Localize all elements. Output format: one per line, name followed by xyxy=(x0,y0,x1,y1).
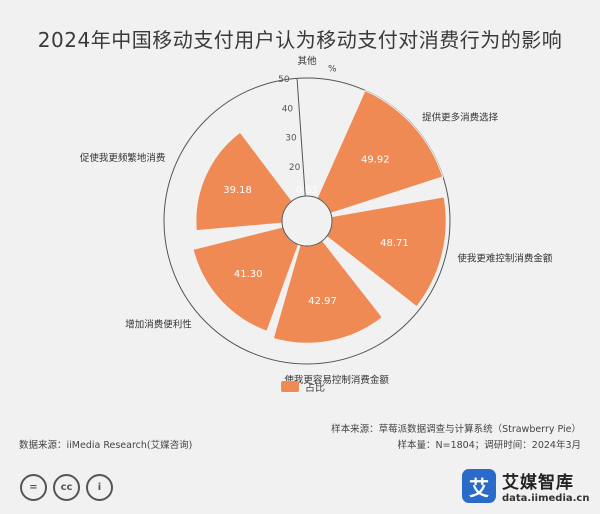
radial-axis xyxy=(296,78,306,197)
outer-ring xyxy=(163,77,451,365)
legend-swatch xyxy=(281,381,299,392)
tick-label: 20 xyxy=(289,163,301,173)
legend[interactable]: 占比 xyxy=(281,379,325,394)
data-label: 42.97 xyxy=(308,296,337,307)
category-label: 使我更难控制消费金额 xyxy=(457,252,553,264)
attribution-icon: i xyxy=(86,474,113,501)
data-label: 48.71 xyxy=(380,238,409,249)
tick-label: 40 xyxy=(282,104,294,114)
tick-label: 30 xyxy=(285,134,297,144)
category-label: 使我更容易控制消费金额 xyxy=(284,374,389,386)
legend-label: 占比 xyxy=(305,383,325,394)
unit-label: % xyxy=(328,64,337,74)
data-label: 0.61 xyxy=(296,185,318,196)
logo-name: 艾媒智库 xyxy=(502,473,574,493)
chart-title: 2024年中国移动支付用户认为移动支付对消费行为的影响 xyxy=(37,28,563,52)
bar-6 xyxy=(195,131,293,232)
data-label: 49.92 xyxy=(361,155,390,166)
tick-label: 50 xyxy=(278,75,290,85)
sample-size: 样本量：N=1804；调研时间：2024年3月 xyxy=(397,440,581,451)
logo-mark: 艾 xyxy=(462,469,496,503)
cc-icon: cc xyxy=(53,474,80,501)
sample-source: 样本来源：草莓派数据调查与计算系统（Strawberry Pie） xyxy=(331,424,581,435)
data-label: 41.30 xyxy=(234,269,263,280)
center-hole xyxy=(281,195,333,247)
data-label: 39.18 xyxy=(223,185,252,196)
category-label: 其他 xyxy=(297,55,317,67)
polar-bar-chart: 0.61 49.92 48.71 42.97 41.30 39.18 20 30 40 50% 其他… xyxy=(80,55,553,386)
data-source: 数据来源：iiMedia Research(艾媒咨询) xyxy=(19,440,193,451)
iimedia-logo[interactable]: 艾 艾媒智库 data.iimedia.cn xyxy=(462,468,589,504)
license-badges: = cc i xyxy=(20,474,119,501)
bar-2 xyxy=(316,89,444,214)
equals-icon: = xyxy=(20,474,47,501)
logo-url: data.iimedia.cn xyxy=(502,493,590,504)
category-label: 促使我更频繁地消费 xyxy=(80,152,166,164)
category-label: 增加消费便利性 xyxy=(125,319,192,331)
category-label: 提供更多消费选择 xyxy=(422,111,499,123)
